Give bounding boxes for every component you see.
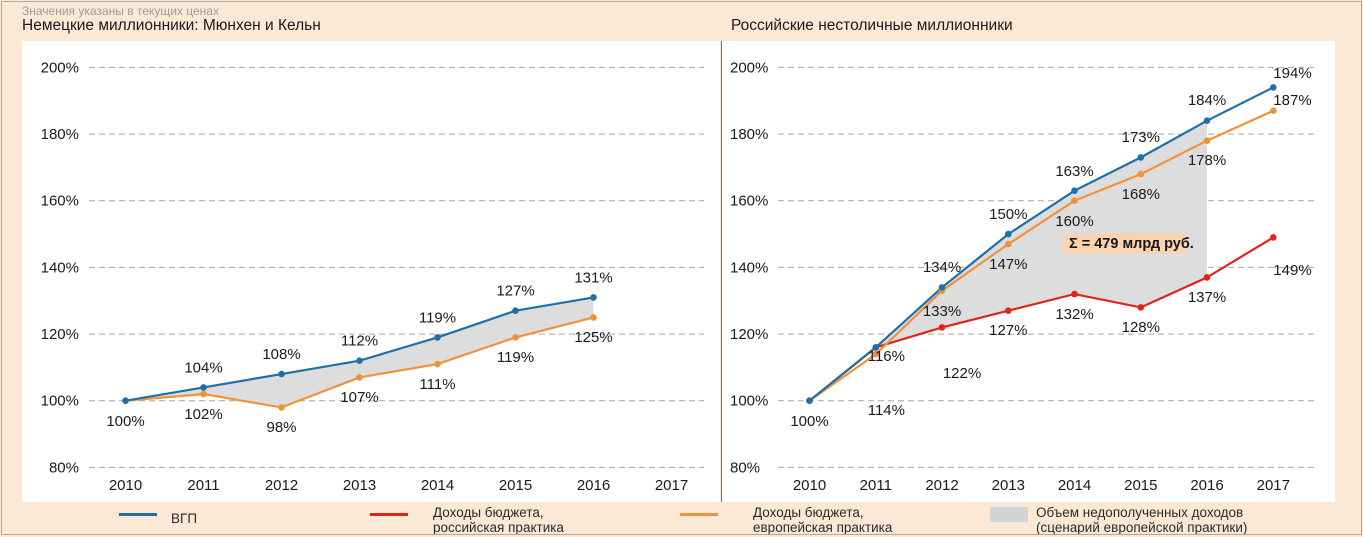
svg-text:200%: 200% [41,59,79,76]
svg-text:111%: 111% [419,376,455,393]
svg-text:137%: 137% [1188,289,1226,306]
svg-text:147%: 147% [989,256,1027,273]
svg-text:173%: 173% [1122,129,1160,146]
svg-text:120%: 120% [41,326,79,343]
svg-text:163%: 163% [1055,163,1093,180]
svg-text:160%: 160% [1055,213,1093,230]
svg-text:2011: 2011 [860,477,892,494]
svg-text:134%: 134% [923,259,961,276]
svg-text:149%: 149% [1273,262,1311,279]
svg-text:102%: 102% [184,406,222,423]
svg-text:114%: 114% [868,402,905,419]
svg-text:100%: 100% [106,413,144,430]
svg-text:120%: 120% [730,326,768,343]
svg-text:2017: 2017 [655,477,688,494]
svg-text:100%: 100% [790,413,828,430]
svg-text:133%: 133% [923,303,961,320]
svg-text:2017: 2017 [1257,477,1290,494]
svg-text:125%: 125% [574,329,612,346]
svg-text:194%: 194% [1273,65,1311,82]
svg-text:2014: 2014 [421,477,454,494]
svg-text:2012: 2012 [265,477,298,494]
svg-text:98%: 98% [266,419,296,436]
svg-text:127%: 127% [989,322,1027,339]
svg-text:108%: 108% [262,346,300,363]
svg-text:140%: 140% [730,259,768,276]
svg-text:2013: 2013 [992,477,1025,494]
svg-text:122%: 122% [943,365,981,382]
svg-text:140%: 140% [41,259,79,276]
svg-text:160%: 160% [41,193,79,210]
svg-text:150%: 150% [989,206,1027,223]
svg-text:2016: 2016 [577,477,610,494]
svg-text:2010: 2010 [109,477,142,494]
svg-text:180%: 180% [41,126,79,143]
svg-text:184%: 184% [1188,92,1226,109]
svg-text:104%: 104% [184,359,222,376]
svg-text:2010: 2010 [793,477,826,494]
svg-text:2013: 2013 [343,477,376,494]
svg-text:112%: 112% [341,333,378,350]
svg-text:107%: 107% [340,389,378,406]
svg-text:119%: 119% [497,349,534,366]
svg-text:200%: 200% [730,59,768,76]
svg-text:80%: 80% [730,459,760,476]
svg-text:168%: 168% [1122,186,1160,203]
svg-text:187%: 187% [1273,92,1311,109]
svg-text:131%: 131% [574,269,612,286]
svg-text:180%: 180% [730,126,768,143]
svg-text:178%: 178% [1188,152,1226,169]
svg-text:128%: 128% [1122,319,1160,336]
svg-text:2011: 2011 [187,477,219,494]
svg-text:2015: 2015 [499,477,532,494]
svg-text:2012: 2012 [925,477,958,494]
svg-text:80%: 80% [49,459,79,476]
svg-text:119%: 119% [419,309,456,326]
svg-text:127%: 127% [496,283,534,300]
svg-text:160%: 160% [730,193,768,210]
svg-text:132%: 132% [1055,306,1093,323]
svg-text:Σ = 479 млрд руб.: Σ = 479 млрд руб. [1069,236,1194,252]
svg-text:100%: 100% [41,393,79,410]
svg-text:2014: 2014 [1058,477,1091,494]
svg-text:116%: 116% [868,348,905,365]
svg-text:2015: 2015 [1124,477,1157,494]
svg-text:100%: 100% [730,393,768,410]
svg-text:2016: 2016 [1190,477,1223,494]
